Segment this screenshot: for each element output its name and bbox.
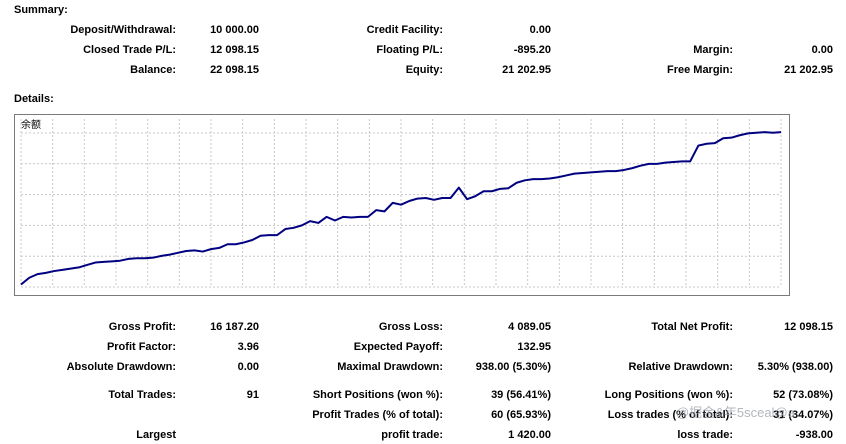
stat-value: 4 089.05 <box>508 321 551 333</box>
stat-value: 52 (73.08%) <box>773 389 833 401</box>
balance-chart: 0481216192327313438424650535761656872768… <box>14 114 820 308</box>
stat-value: 91 <box>246 389 259 401</box>
stat-label: Profit Factor: <box>106 341 176 353</box>
stat-label: Total Net Profit: <box>651 321 733 333</box>
stat-label: Equity: <box>405 64 443 76</box>
summary-heading: Summary: <box>14 4 68 16</box>
stat-label: Gross Loss: <box>378 321 443 333</box>
stat-label: profit trade: <box>381 429 443 441</box>
stat-label: Floating P/L: <box>376 44 443 56</box>
stat-value: 0.00 <box>237 361 259 373</box>
stat-value: 938.00 (5.30%) <box>475 361 551 373</box>
chart-title: 余额 <box>21 118 41 131</box>
stat-label: Free Margin: <box>666 64 733 76</box>
details-heading: Details: <box>14 93 54 105</box>
stat-value: 39 (56.41%) <box>491 389 551 401</box>
stat-label: Profit Trades (% of total): <box>312 409 443 421</box>
stat-value: 0.00 <box>529 24 551 36</box>
stat-value: 22 098.15 <box>210 64 259 76</box>
stat-label: Long Positions (won %): <box>604 389 733 401</box>
stat-value: 31 (34.07%) <box>773 409 833 421</box>
balance-line <box>20 131 782 286</box>
stat-label: Total Trades: <box>108 389 176 401</box>
stat-value: -895.20 <box>513 44 551 56</box>
stat-value: 21 202.95 <box>784 64 833 76</box>
stat-label: Absolute Drawdown: <box>66 361 176 373</box>
stat-value: 3.96 <box>237 341 259 353</box>
stat-value: 10 000.00 <box>210 24 259 36</box>
stat-value: 60 (65.93%) <box>491 409 551 421</box>
stat-value: 0.00 <box>811 44 833 56</box>
stat-label: Margin: <box>693 44 733 56</box>
stat-label: Balance: <box>130 64 176 76</box>
stat-value: 16 187.20 <box>210 321 259 333</box>
stat-label: Expected Payoff: <box>353 341 443 353</box>
stat-label: Largest <box>136 429 176 441</box>
stat-label: Loss trades (% of total): <box>607 409 733 421</box>
stat-value: -938.00 <box>795 429 833 441</box>
stat-label: loss trade: <box>677 429 733 441</box>
stat-label: Short Positions (won %): <box>312 389 443 401</box>
stat-label: Credit Facility: <box>366 24 443 36</box>
stat-value: 1 420.00 <box>508 429 551 441</box>
stat-value: 21 202.95 <box>502 64 551 76</box>
stat-label: Deposit/Withdrawal: <box>70 24 176 36</box>
stat-value: 12 098.15 <box>784 321 833 333</box>
balance-chart-svg: 0481216192327313438424650535761656872768… <box>18 118 820 308</box>
stat-label: Relative Drawdown: <box>628 361 733 373</box>
stat-label: Closed Trade P/L: <box>83 44 176 56</box>
stat-value: 5.30% (938.00) <box>757 361 833 373</box>
watermark: @掘金&年5sceal@a <box>676 405 795 420</box>
stat-value: 12 098.15 <box>210 44 259 56</box>
stat-label: Gross Profit: <box>108 321 176 333</box>
stat-label: Maximal Drawdown: <box>337 361 443 373</box>
stat-value: 132.95 <box>517 341 551 353</box>
